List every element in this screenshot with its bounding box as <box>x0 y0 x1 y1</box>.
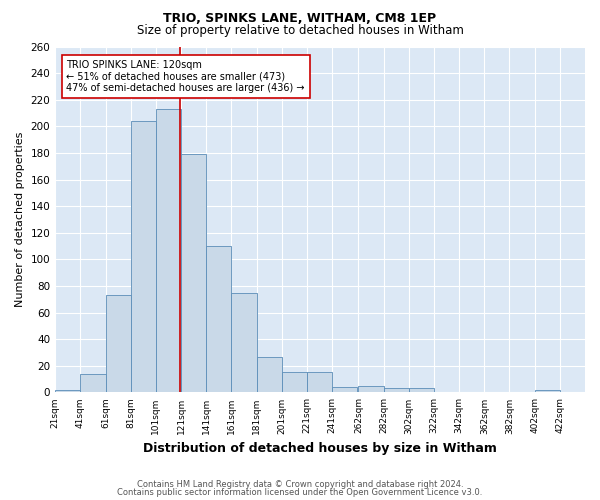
Bar <box>156 109 181 393</box>
Bar <box>106 296 131 392</box>
Bar <box>281 372 307 392</box>
Text: Size of property relative to detached houses in Witham: Size of property relative to detached ho… <box>137 24 463 37</box>
X-axis label: Distribution of detached houses by size in Witham: Distribution of detached houses by size … <box>143 442 497 455</box>
Bar <box>332 387 357 392</box>
Bar <box>206 246 232 392</box>
Text: Contains public sector information licensed under the Open Government Licence v3: Contains public sector information licen… <box>118 488 482 497</box>
Bar <box>131 121 156 392</box>
Bar <box>383 388 409 392</box>
Bar <box>80 374 106 392</box>
Bar <box>307 372 332 392</box>
Bar <box>257 356 281 392</box>
Bar <box>232 292 257 392</box>
Text: TRIO SPINKS LANE: 120sqm
← 51% of detached houses are smaller (473)
47% of semi-: TRIO SPINKS LANE: 120sqm ← 51% of detach… <box>67 60 305 93</box>
Bar <box>181 154 206 392</box>
Bar <box>535 390 560 392</box>
Bar <box>55 390 80 392</box>
Text: TRIO, SPINKS LANE, WITHAM, CM8 1EP: TRIO, SPINKS LANE, WITHAM, CM8 1EP <box>163 12 437 26</box>
Bar <box>358 386 383 392</box>
Text: Contains HM Land Registry data © Crown copyright and database right 2024.: Contains HM Land Registry data © Crown c… <box>137 480 463 489</box>
Y-axis label: Number of detached properties: Number of detached properties <box>15 132 25 307</box>
Bar <box>409 388 434 392</box>
